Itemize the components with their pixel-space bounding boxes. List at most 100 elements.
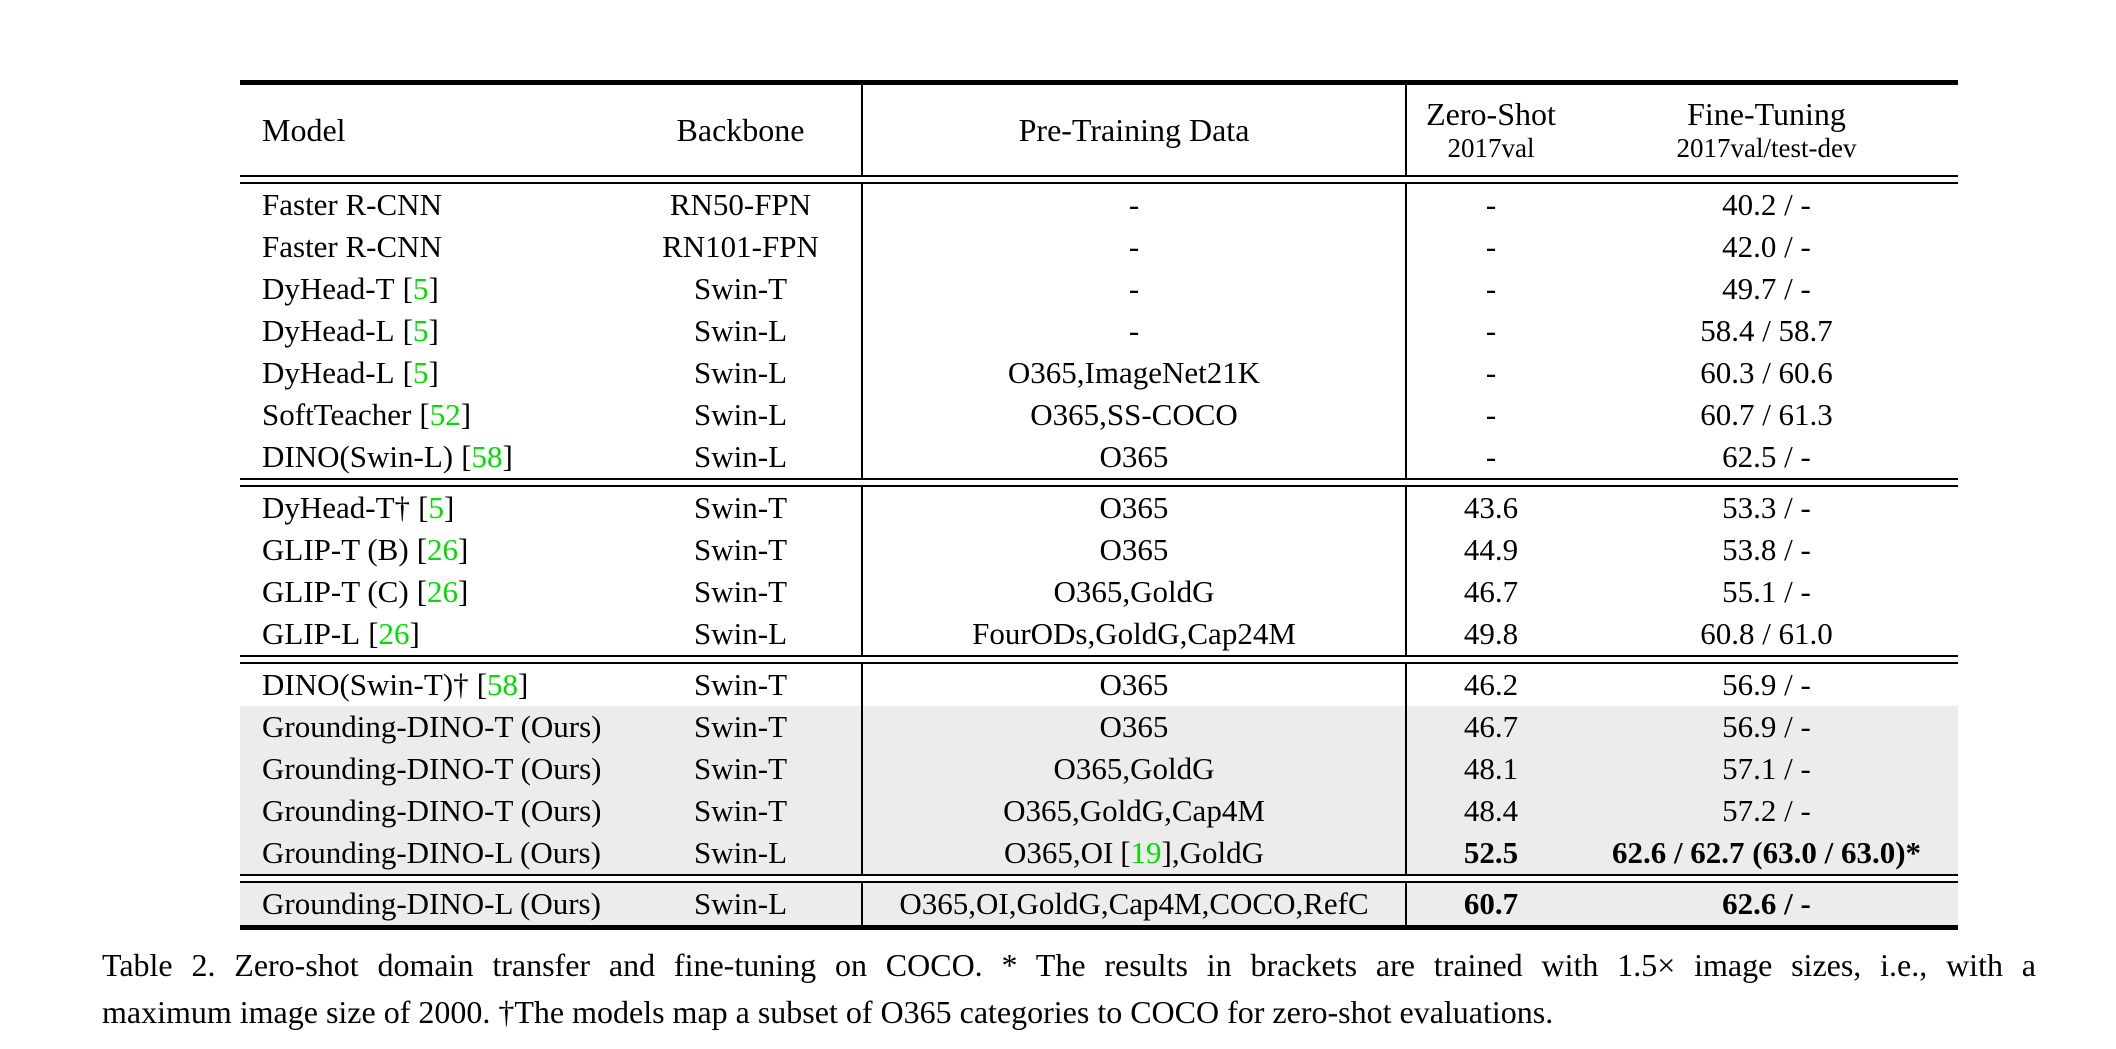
backbone-value: Swin-T [694,574,787,609]
citation-ref: [52] [419,397,471,432]
citation-bracket-close: ] [502,439,513,474]
model-name: DyHead-L [262,313,395,348]
model-name: DyHead-L [262,355,395,390]
citation-bracket-open: [ [416,532,428,567]
citation-bracket-close: ] [1161,835,1172,870]
model-cell: Grounding-DINO-T (Ours) [240,748,620,790]
zeroshot-cell: 48.4 [1405,790,1575,832]
pretrain-value: O365,ImageNet21K [1007,355,1261,390]
citation-bracket-close: ] [409,616,420,651]
header-separator-rule [240,175,1958,184]
finetune-cell: 56.9 / - [1575,664,1958,706]
col-header-model-label: Model [262,111,346,148]
finetune-cell: 40.2 / - [1575,184,1958,226]
citation-ref: [26] [417,574,469,609]
citation-bracket-close: ] [460,397,472,432]
table-header: Model Backbone Pre-Training Data Zero-Sh… [240,85,1958,175]
backbone-cell: Swin-L [620,613,861,655]
zeroshot-cell: 46.7 [1405,706,1575,748]
finetune-value: 60.3 / 60.6 [1700,355,1833,390]
table-row: DINO(Swin-T)† [58] Swin-T O365 46.2 56.9 … [240,664,1958,706]
backbone-cell: Swin-T [620,790,861,832]
backbone-cell: Swin-T [620,748,861,790]
model-cell: GLIP-T (B) [26] [240,529,620,571]
finetune-cell: 60.8 / 61.0 [1575,613,1958,655]
model-cell: DyHead-L [5] [240,310,620,352]
table-row: Grounding-DINO-T (Ours) Swin-T O365,Gold… [240,790,1958,832]
col-header-pretrain: Pre-Training Data [861,85,1405,175]
group-separator-rule [240,655,1958,664]
model-name: Faster R-CNN [262,229,442,264]
pretrain-cell: FourODs,GoldG,Cap24M [861,613,1405,655]
pretrain-cell: O365 [861,487,1405,529]
table-row: Faster R-CNN RN50-FPN - - 40.2 / - [240,184,1958,226]
zeroshot-value: 44.9 [1463,532,1519,567]
finetune-value: 56.9 / - [1722,709,1811,744]
pretrain-cell: O365,ImageNet21K [861,352,1405,394]
pretrain-cell: O365,GoldG,Cap4M [861,790,1405,832]
finetune-value: 57.1 / - [1722,751,1811,786]
finetune-cell: 60.7 / 61.3 [1575,394,1958,436]
pretrain-cell: - [861,226,1405,268]
table-row: DyHead-T† [5] Swin-T O365 43.6 53.3 / - [240,487,1958,529]
citation-bracket-open: [ [368,616,379,651]
model-name: Grounding-DINO-L (Ours) [262,886,601,921]
table-row: GLIP-T (B) [26] Swin-T O365 44.9 53.8 / - [240,529,1958,571]
backbone-cell: Swin-L [620,883,861,925]
backbone-value: Swin-T [694,490,787,525]
citation-number: 5 [412,313,429,348]
zeroshot-value: - [1485,271,1497,306]
zeroshot-value: - [1485,229,1497,264]
caption-line-1: Table 2. Zero-shot domain transfer and f… [102,947,2036,983]
backbone-value: Swin-L [694,835,787,870]
pretrain-cell: O365,GoldG [861,571,1405,613]
pretrain-value: FourODs,GoldG,Cap24M [972,616,1296,651]
group-separator-rule [240,478,1958,487]
table-row: Grounding-DINO-T (Ours) Swin-T O365,Gold… [240,748,1958,790]
finetune-cell: 60.3 / 60.6 [1575,352,1958,394]
pretrain-value-suffix: ,GoldG [1171,835,1264,870]
col-header-zeroshot-sublabel: 2017val [1447,132,1535,163]
zeroshot-cell: - [1405,184,1575,226]
backbone-cell: RN101-FPN [620,226,861,268]
finetune-cell: 57.2 / - [1575,790,1958,832]
model-cell: Faster R-CNN [240,226,620,268]
pretrain-value: O365 [1099,667,1169,702]
backbone-value: Swin-T [694,271,787,306]
model-cell: DINO(Swin-T)† [58] [240,664,620,706]
finetune-value: 55.1 / - [1722,574,1811,609]
citation-ref: [5] [403,313,439,348]
group-separator-rule [240,874,1958,883]
citation-bracket-close: ] [518,667,529,702]
model-name: Grounding-DINO-T (Ours) [262,793,602,828]
backbone-value: Swin-T [694,709,787,744]
citation-bracket-close: ] [428,313,439,348]
zeroshot-cell: 49.8 [1405,613,1575,655]
model-cell: Grounding-DINO-T (Ours) [240,706,620,748]
backbone-cell: Swin-T [620,706,861,748]
model-cell: Grounding-DINO-L (Ours) [240,883,620,925]
finetune-cell: 55.1 / - [1575,571,1958,613]
col-header-pretrain-label: Pre-Training Data [1018,111,1250,148]
pretrain-cell: O365,GoldG [861,748,1405,790]
citation-bracket-close: ] [428,355,439,390]
citation-number: 19 [1130,835,1162,870]
zeroshot-cell: - [1405,394,1575,436]
zeroshot-value: 48.1 [1463,751,1519,786]
pretrain-cell: O365,OI,GoldG,Cap4M,COCO,RefC [861,883,1405,925]
citation-number: 58 [471,439,503,474]
results-table: Model Backbone Pre-Training Data Zero-Sh… [240,80,1958,930]
zeroshot-value: - [1485,187,1497,222]
pretrain-cell: O365,OI [19],GoldG [861,832,1405,874]
backbone-value: Swin-T [694,667,787,702]
finetune-cell: 53.8 / - [1575,529,1958,571]
pretrain-value: O365 [1099,439,1169,474]
citation-number: 26 [427,532,459,567]
backbone-cell: Swin-L [620,436,861,478]
finetune-value: 40.2 / - [1722,187,1811,222]
citation-bracket-open: [ [416,574,428,609]
finetune-value: 53.8 / - [1722,532,1811,567]
backbone-value: Swin-T [694,793,787,828]
model-name: SoftTeacher [262,397,412,432]
